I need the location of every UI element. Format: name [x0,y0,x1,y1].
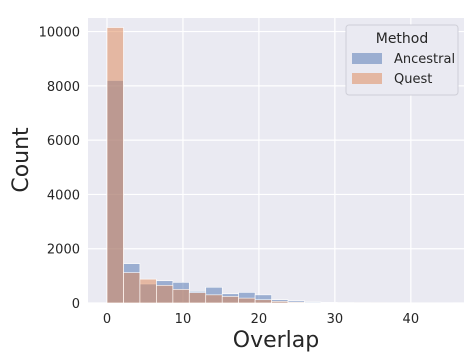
bar-quest-8 [238,297,256,304]
y-tick-label: 4000 [47,188,80,203]
bar-quest-9 [254,299,272,304]
bars-group [106,27,453,304]
x-tick-label: 0 [103,312,111,327]
y-tick-label: 2000 [47,243,80,258]
y-axis-ticks: 0 2000 4000 6000 8000 10000 [39,26,80,312]
x-tick-label: 20 [251,312,268,327]
y-axis-label: Count [9,127,34,193]
bar-quest-3 [156,285,174,304]
x-axis-ticks: 0 10 20 30 40 [103,312,419,327]
y-tick-label: 8000 [47,80,80,95]
bar-quest-4 [172,289,190,304]
legend-title: Method [376,31,429,47]
y-tick-label: 10000 [39,26,80,41]
grid-lines [88,18,464,304]
legend-swatch-ancestral [352,53,382,64]
x-tick-label: 40 [403,312,420,327]
legend-label-quest: Quest [394,72,432,87]
y-tick-label: 0 [72,297,80,312]
legend: Method Ancestral Quest [345,24,459,96]
bar-quest-2 [139,278,157,304]
bar-quest-11 [287,301,305,304]
bar-quest-10 [271,301,289,304]
x-tick-label: 30 [327,312,344,327]
bar-quest-6 [205,294,223,304]
bar-quest-5 [188,292,207,304]
y-tick-label: 6000 [47,134,80,149]
legend-swatch-quest [352,73,382,84]
bar-quest-0 [106,27,124,304]
x-tick-label: 10 [175,312,192,327]
legend-label-ancestral: Ancestral [394,52,455,67]
bar-quest-7 [221,296,239,304]
bar-quest-1 [123,272,141,304]
x-axis-label: Overlap [233,328,319,353]
